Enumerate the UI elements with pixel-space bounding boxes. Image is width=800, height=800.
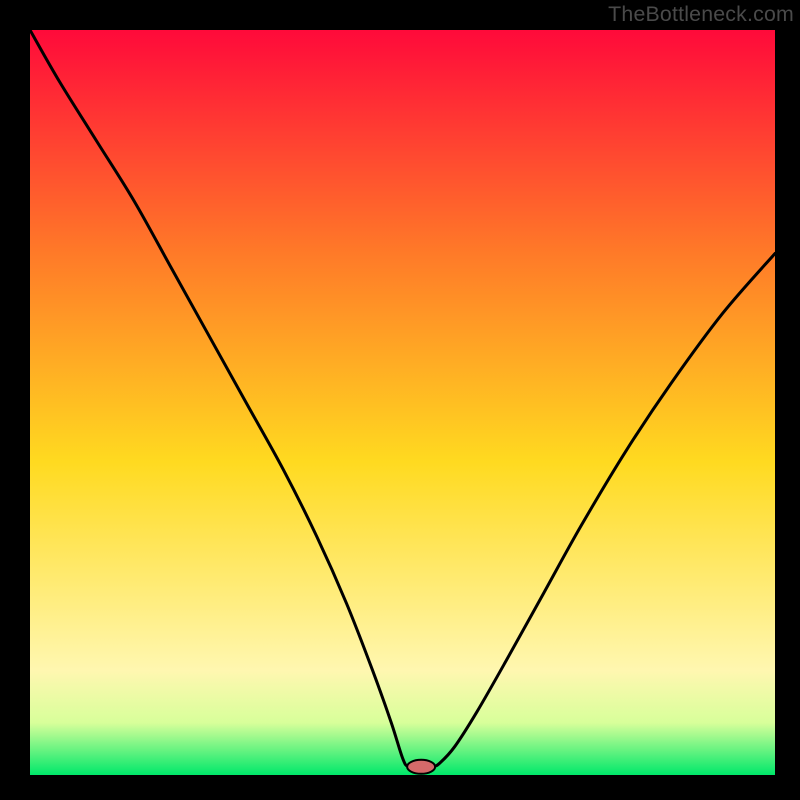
- watermark-text: TheBottleneck.com: [608, 2, 794, 27]
- bottleneck-chart: [0, 0, 800, 800]
- optimal-marker: [407, 760, 435, 774]
- plot-background: [30, 30, 775, 775]
